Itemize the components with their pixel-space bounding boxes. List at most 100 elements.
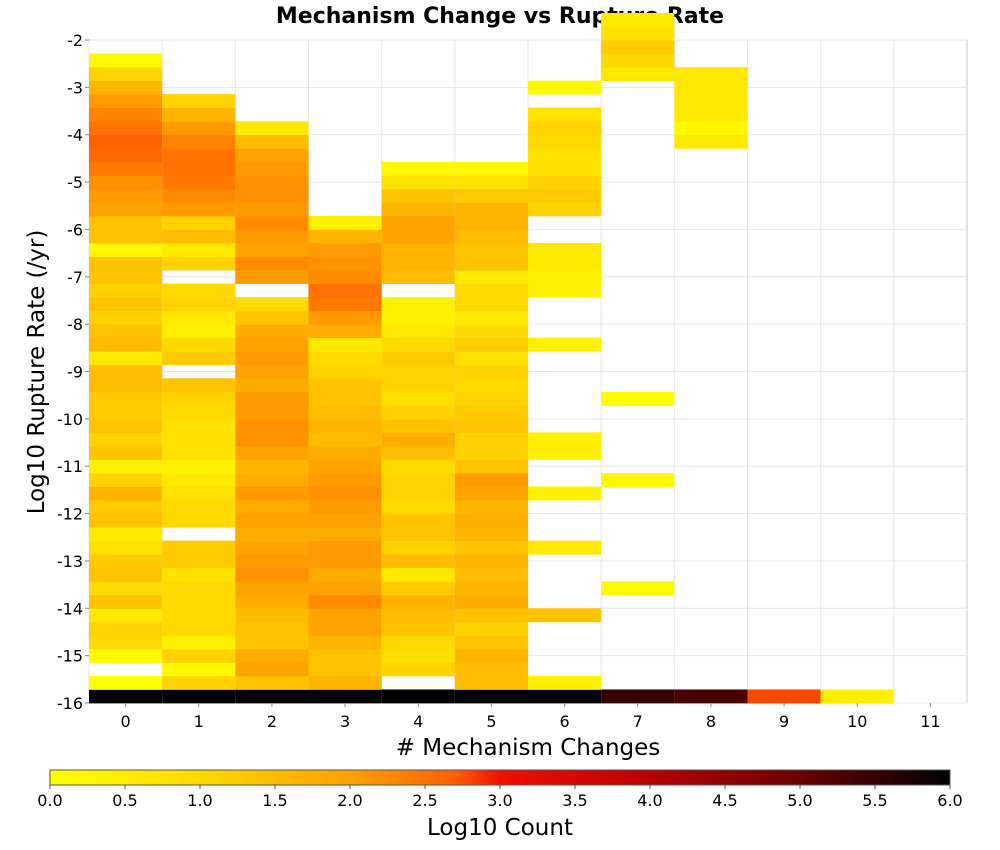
- heatmap-cell: [381, 175, 455, 190]
- x-tick-label: 9: [779, 712, 789, 731]
- y-tick-label: -9: [67, 363, 83, 382]
- heatmap-cell: [454, 689, 528, 704]
- heatmap-cell: [235, 567, 309, 582]
- heatmap-cell: [235, 351, 309, 366]
- heatmap-cell: [89, 310, 163, 325]
- heatmap-cell: [308, 256, 382, 271]
- heatmap-cell: [454, 215, 528, 230]
- heatmap-cell: [381, 270, 455, 284]
- heatmap-cell: [308, 337, 382, 352]
- heatmap-cell: [601, 12, 675, 27]
- heatmap-cell: [162, 134, 236, 149]
- heatmap-cell: [89, 608, 163, 623]
- heatmap-cell: [308, 297, 382, 312]
- heatmap-cell: [820, 689, 894, 704]
- heatmap-cell: [308, 405, 382, 420]
- heatmap-cell: [235, 662, 309, 677]
- heatmap-cell: [89, 391, 163, 406]
- heatmap-cell: [308, 270, 382, 284]
- heatmap-cell: [381, 540, 455, 555]
- heatmap-cell: [162, 472, 236, 487]
- heatmap-cell: [381, 635, 455, 650]
- heatmap-cell: [162, 283, 236, 298]
- x-tick-label: 11: [920, 712, 940, 731]
- heatmap-cell: [235, 256, 309, 271]
- heatmap-cell: [601, 26, 675, 41]
- heatmap-cell: [454, 621, 528, 636]
- heatmap-cell: [454, 418, 528, 433]
- heatmap-cell: [235, 134, 309, 149]
- heatmap-cell: [601, 67, 675, 82]
- heatmap-cell: [162, 540, 236, 555]
- heatmap-cell: [308, 513, 382, 528]
- colorbar-tick-label: 4.5: [712, 791, 737, 810]
- y-tick-label: -16: [57, 694, 83, 713]
- heatmap-cell: [381, 567, 455, 582]
- heatmap-cell: [454, 554, 528, 569]
- heatmap-cell: [528, 675, 602, 690]
- colorbar-tick-label: 4.0: [637, 791, 662, 810]
- heatmap-cell: [235, 418, 309, 433]
- heatmap-cell: [235, 445, 309, 460]
- heatmap-cell: [454, 405, 528, 420]
- heatmap-cell: [308, 215, 382, 230]
- heatmap-cell: [235, 554, 309, 569]
- heatmap-cell: [381, 161, 455, 176]
- heatmap-cell: [454, 594, 528, 609]
- heatmap-cell: [674, 121, 748, 136]
- heatmap-cell: [674, 67, 748, 82]
- heatmap-cell: [89, 459, 163, 474]
- y-tick-label: -4: [67, 126, 83, 145]
- heatmap-cell: [381, 472, 455, 487]
- heatmap-cell: [89, 188, 163, 203]
- heatmap-cell: [162, 594, 236, 609]
- heatmap-cell: [89, 472, 163, 487]
- heatmap-cell: [235, 432, 309, 447]
- heatmap-cell: [89, 161, 163, 176]
- heatmap-cell: [162, 297, 236, 312]
- heatmap-cell: [381, 364, 455, 379]
- heatmap-cell: [235, 675, 309, 690]
- heatmap-cell: [308, 675, 382, 690]
- heatmap-cell: [235, 621, 309, 636]
- heatmap-cell: [162, 648, 236, 663]
- heatmap-cell: [162, 581, 236, 596]
- heatmap-cell: [454, 662, 528, 677]
- y-tick-label: -12: [57, 505, 83, 524]
- heatmap-cell: [235, 391, 309, 406]
- heatmap-cell: [381, 432, 455, 447]
- heatmap-cell: [454, 324, 528, 339]
- heatmap-cell: [381, 405, 455, 420]
- heatmap-cell: [381, 310, 455, 325]
- heatmap-cell: [381, 391, 455, 406]
- heatmap-cell: [162, 662, 236, 677]
- y-axis-ticks: -2 -3 -4 -5 -6 -7 -8 -9 -10 -11 -12 -13 -14 -15 -16: [57, 31, 89, 713]
- heatmap-cell: [162, 94, 236, 109]
- heatmap-cell: [89, 378, 163, 393]
- heatmap-cell: [528, 107, 602, 122]
- heatmap-cell: [454, 364, 528, 379]
- heatmap-cell: [162, 554, 236, 569]
- heatmap-cell: [454, 513, 528, 528]
- heatmap-cell: [308, 608, 382, 623]
- heatmap-cell: [162, 107, 236, 122]
- heatmap-cell: [454, 648, 528, 663]
- colorbar-tick-label: 3.0: [487, 791, 512, 810]
- heatmap-cell: [381, 324, 455, 339]
- heatmap-cell: [454, 378, 528, 393]
- heatmap-cell: [381, 689, 455, 704]
- heatmap-cell: [235, 500, 309, 514]
- heatmap-cell: [454, 432, 528, 447]
- heatmap-cell: [454, 188, 528, 203]
- y-tick-label: -6: [67, 220, 83, 239]
- heatmap-cell: [674, 134, 748, 149]
- heatmap-cell: [162, 675, 236, 690]
- heatmap-cell: [528, 202, 602, 217]
- heatmap-cell: [308, 635, 382, 650]
- heatmap-cell: [528, 121, 602, 136]
- heatmap-cell: [308, 391, 382, 406]
- heatmap-cell: [235, 459, 309, 474]
- heatmap-cell: [528, 134, 602, 149]
- heatmap-cell: [381, 621, 455, 636]
- heatmap-cell: [89, 148, 163, 163]
